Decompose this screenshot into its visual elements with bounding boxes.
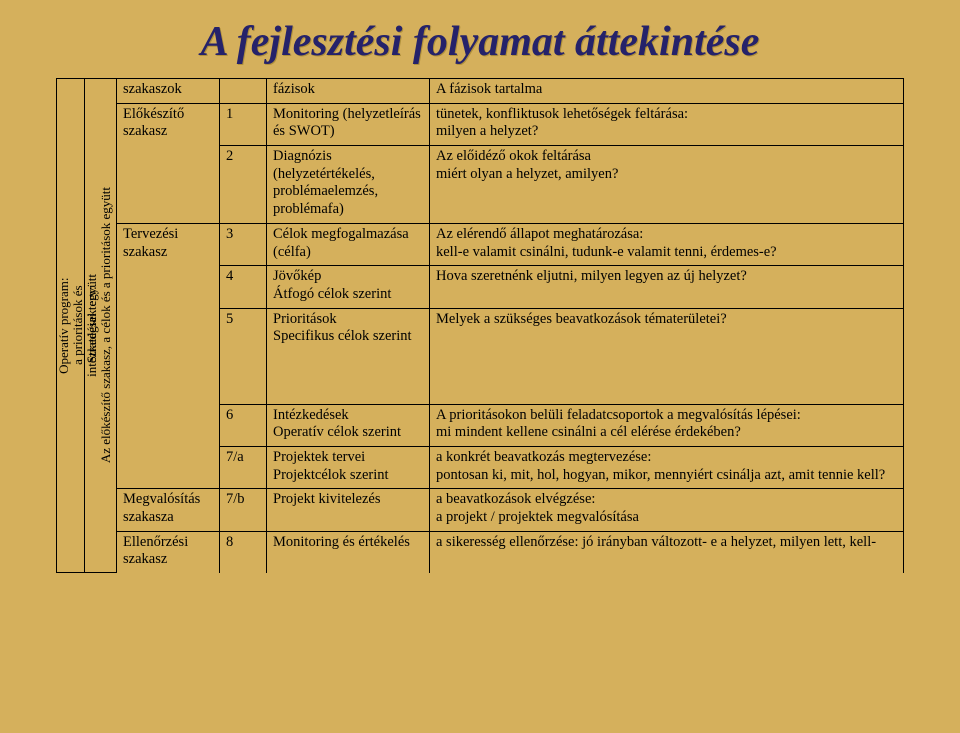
table-row: Előkészítő szakasz1Monitoring (helyzetle… <box>117 103 904 145</box>
phase-number: 7/a <box>220 446 267 488</box>
sidebar-group: Operatív program: a prioritások és intéz… <box>56 78 116 573</box>
table-row: Megvalósítás szakasza7/bProjekt kivitele… <box>117 489 904 531</box>
phase-name: Intézkedések Operatív célok szerint <box>267 404 430 446</box>
phase-name: Projekt kivitelezés <box>267 489 430 531</box>
phase-desc: tünetek, konfliktusok lehetőségek feltár… <box>430 103 904 145</box>
phase-number: 1 <box>220 103 267 145</box>
phase-number: 7/b <box>220 489 267 531</box>
sidebar-left-text: Operatív program: a prioritások és intéz… <box>57 268 84 383</box>
phase-desc: Hova szeretnénk eljutni, milyen legyen a… <box>430 266 904 308</box>
header-phase: fázisok <box>267 79 430 104</box>
phase-number: 5 <box>220 308 267 404</box>
header-num <box>220 79 267 104</box>
phase-desc: Melyek a szükséges beavatkozások témater… <box>430 308 904 404</box>
table-row: 2Diagnózis (helyzetértékelés, problémael… <box>117 146 904 224</box>
phase-name: Monitoring és értékelés <box>267 531 430 573</box>
phase-name: Projektek tervei Projektcélok szerint <box>267 446 430 488</box>
table-header-row: szakaszok fázisokA fázisok tartalma <box>117 79 904 104</box>
header-stage: szakaszok <box>117 79 220 104</box>
header-desc: A fázisok tartalma <box>430 79 904 104</box>
phase-desc: A prioritásokon belüli feladatcsoportok … <box>430 404 904 446</box>
stage-cell: Megvalósítás szakasza <box>117 489 220 531</box>
phase-name: Diagnózis (helyzetértékelés, problémaele… <box>267 146 430 224</box>
table-row: 4Jövőkép Átfogó célok szerintHova szeret… <box>117 266 904 308</box>
table-row: Tervezési szakasz3Célok megfogalmazása (… <box>117 223 904 265</box>
table-row: 7/aProjektek tervei Projektcélok szerint… <box>117 446 904 488</box>
phase-table: szakaszokfázisokA fázisok tartalmaElőkés… <box>116 78 904 573</box>
phase-desc: Az elérendő állapot meghatározása: kell-… <box>430 223 904 265</box>
table-row: 6Intézkedések Operatív célok szerintA pr… <box>117 404 904 446</box>
sidebar-left-box: Operatív program: a prioritások és intéz… <box>56 78 84 573</box>
phase-number: 2 <box>220 146 267 224</box>
phase-desc: Az előidéző okok feltárása miért olyan a… <box>430 146 904 224</box>
stage-cell: Tervezési szakasz <box>117 223 220 489</box>
table-wrap: szakaszokfázisokA fázisok tartalmaElőkés… <box>116 78 904 573</box>
phase-name: Jövőkép Átfogó célok szerint <box>267 266 430 308</box>
phase-desc: a beavatkozások elvégzése: a projekt / p… <box>430 489 904 531</box>
phase-name: Célok megfogalmazása (célfa) <box>267 223 430 265</box>
stage-cell: Előkészítő szakasz <box>117 103 220 223</box>
sidebar-right-text: Stratégiai terv: Az előkészítő szakasz, … <box>85 181 116 469</box>
table-row: Ellenőrzési szakasz8Monitoring és értéke… <box>117 531 904 573</box>
phase-number: 4 <box>220 266 267 308</box>
phase-name: Prioritások Specifikus célok szerint <box>267 308 430 404</box>
content-area: Operatív program: a prioritások és intéz… <box>56 78 904 573</box>
page-title: A fejlesztési folyamat áttekintése <box>40 18 920 66</box>
phase-number: 6 <box>220 404 267 446</box>
stage-cell: Ellenőrzési szakasz <box>117 531 220 573</box>
table-row: 5Prioritások Specifikus célok szerintMel… <box>117 308 904 404</box>
sidebar-right-box: Stratégiai terv: Az előkészítő szakasz, … <box>84 78 116 573</box>
phase-desc: a konkrét beavatkozás megtervezése: pont… <box>430 446 904 488</box>
phase-name: Monitoring (helyzetleírás és SWOT) <box>267 103 430 145</box>
phase-number: 8 <box>220 531 267 573</box>
phase-number: 3 <box>220 223 267 265</box>
phase-desc: a sikeresség ellenőrzése: jó irányban vá… <box>430 531 904 573</box>
